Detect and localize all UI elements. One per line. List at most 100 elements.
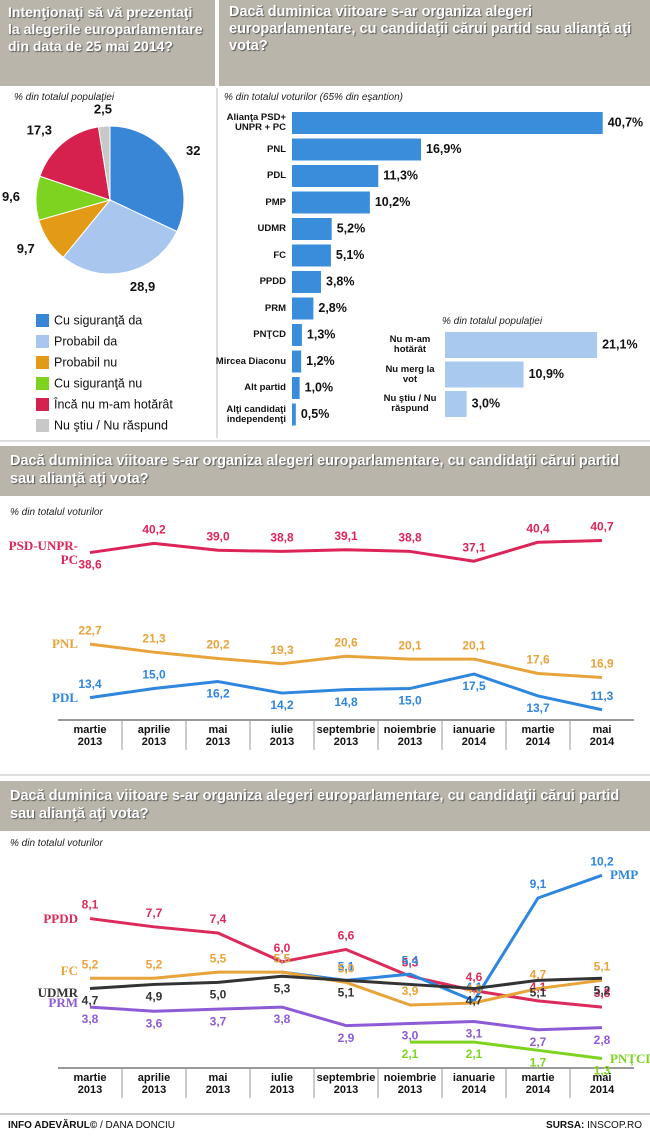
legend-swatch bbox=[36, 335, 49, 348]
bar bbox=[292, 138, 422, 161]
point-label: 4,7 bbox=[466, 994, 483, 1008]
point-label: 15,0 bbox=[398, 694, 422, 708]
pie-slice bbox=[97, 125, 111, 201]
point-label: 20,1 bbox=[398, 638, 422, 652]
point-label: 3,7 bbox=[210, 1014, 227, 1028]
bar-category-label: UDMR bbox=[257, 223, 287, 234]
point-label: 1,3 bbox=[594, 1064, 611, 1078]
pie-slice bbox=[62, 199, 178, 275]
point-label: 13,7 bbox=[526, 701, 550, 715]
point-label: 5,5 bbox=[274, 951, 291, 965]
x-tick-label: noiembrie 2013 bbox=[383, 1072, 437, 1096]
bar-value-label: 1,3% bbox=[307, 327, 336, 341]
point-label: 4,7 bbox=[530, 968, 547, 982]
x-tick-label: mai 2013 bbox=[205, 1072, 231, 1096]
series-line bbox=[89, 538, 603, 563]
legend-swatch bbox=[36, 314, 49, 327]
x-tick-label: mai 2014 bbox=[589, 724, 615, 748]
point-label: 21,3 bbox=[142, 631, 166, 645]
legend-swatch bbox=[36, 419, 49, 432]
point-label: 14,8 bbox=[334, 695, 358, 709]
author: / DANA DONCIU bbox=[100, 1120, 176, 1131]
bar-category-label: Mircea Diaconu bbox=[215, 355, 286, 367]
x-tick-label: iulie 2013 bbox=[269, 724, 295, 748]
bar-value-label: 10,9% bbox=[529, 367, 564, 381]
bar-value-label: 1,0% bbox=[305, 380, 334, 394]
point-label: 17,5 bbox=[462, 679, 486, 693]
slice-label: 17,3 bbox=[27, 123, 52, 138]
point-label: 20,6 bbox=[334, 635, 358, 649]
point-label: 4,6 bbox=[466, 970, 483, 984]
bar bbox=[292, 377, 300, 399]
point-label: 4,9 bbox=[146, 990, 163, 1004]
point-label: 5,1 bbox=[530, 985, 547, 999]
bar-value-label: 11,3% bbox=[383, 168, 418, 182]
point-label: 38,8 bbox=[398, 531, 422, 545]
point-label: 19,3 bbox=[270, 643, 294, 657]
x-tick-label: martie 2014 bbox=[521, 724, 555, 748]
bar-value-label: 5,1% bbox=[336, 248, 365, 262]
series-name: PMP bbox=[610, 867, 639, 883]
x-tick-label: septembrie 2013 bbox=[316, 1072, 376, 1096]
bar-value-label: 3,8% bbox=[326, 274, 355, 288]
point-label: 4,7 bbox=[82, 994, 99, 1008]
header-line2: Dacă duminica viitoare s-ar organiza ale… bbox=[0, 781, 650, 831]
point-label: 6,0 bbox=[274, 941, 291, 955]
subtitle: % din totalul populaţiei bbox=[442, 316, 543, 327]
point-label: 5,0 bbox=[338, 962, 355, 976]
x-tick-label: noiembrie 2013 bbox=[383, 724, 437, 748]
point-label: 5,2 bbox=[594, 983, 611, 997]
header-left: Intenţionaţi să vă prezentaţi la alegeri… bbox=[0, 0, 215, 86]
point-label: 3,1 bbox=[466, 1027, 483, 1041]
x-tick-label: aprilie 2013 bbox=[137, 1072, 171, 1096]
x-tick-label: iulie 2013 bbox=[269, 1072, 295, 1096]
legend-label: Nu ştiu / Nu răspund bbox=[54, 418, 168, 432]
point-label: 5,1 bbox=[338, 985, 355, 999]
point-label: 39,1 bbox=[334, 529, 358, 543]
bar bbox=[445, 332, 598, 358]
point-label: 2,1 bbox=[466, 1047, 483, 1061]
bar bbox=[292, 350, 302, 373]
bar-category-label: PNL bbox=[267, 143, 286, 155]
series-line bbox=[410, 1040, 603, 1061]
bar-value-label: 16,9% bbox=[426, 142, 461, 156]
point-label: 3,8 bbox=[274, 1012, 291, 1026]
legend-swatch bbox=[36, 398, 49, 411]
bar-category-label: PNŢCD bbox=[253, 329, 286, 340]
point-label: 40,4 bbox=[526, 521, 550, 535]
point-label: 11,3 bbox=[591, 689, 614, 703]
point-label: 5,0 bbox=[210, 988, 227, 1002]
slice-label: 28,9 bbox=[130, 279, 155, 294]
legend-label: Cu siguranţă da bbox=[54, 313, 142, 327]
point-label: 20,2 bbox=[206, 638, 230, 652]
point-label: 6,6 bbox=[338, 929, 355, 943]
point-label: 5,2 bbox=[146, 957, 163, 971]
x-tick-label: aprilie 2013 bbox=[137, 724, 171, 748]
point-label: 7,7 bbox=[146, 906, 163, 920]
legend-label: Încă nu m-am hotărât bbox=[53, 396, 173, 411]
point-label: 5,1 bbox=[594, 959, 611, 973]
bar-category-label: Nu ştiu / Nu răspund bbox=[383, 393, 437, 414]
bar-category-label: PDL bbox=[267, 170, 286, 181]
series-name: PPDD bbox=[43, 910, 78, 926]
point-label: 2,7 bbox=[530, 1035, 547, 1049]
slice-label: 9,6 bbox=[2, 189, 20, 204]
bar-category-label: PPDD bbox=[259, 276, 286, 287]
header-line1: Dacă duminica viitoare s-ar organiza ale… bbox=[0, 446, 650, 496]
legend-label: Probabil nu bbox=[54, 355, 117, 369]
point-label: 3,9 bbox=[402, 984, 419, 998]
series-line bbox=[89, 1005, 603, 1032]
bar-category-label: PMP bbox=[265, 196, 286, 208]
legend-swatch bbox=[36, 356, 49, 369]
series-name: PNŢCD bbox=[610, 1050, 650, 1066]
bar bbox=[292, 244, 331, 267]
bar-value-label: 40,7% bbox=[608, 115, 643, 129]
bar bbox=[292, 218, 332, 240]
x-tick-label: martie 2013 bbox=[73, 1072, 107, 1096]
point-label: 16,9 bbox=[590, 657, 614, 671]
series-name: FC bbox=[60, 963, 78, 979]
bar-category-label: PRM bbox=[264, 302, 286, 314]
point-label: 37,1 bbox=[462, 540, 486, 554]
bar-category-label: Alt partid bbox=[244, 382, 286, 393]
